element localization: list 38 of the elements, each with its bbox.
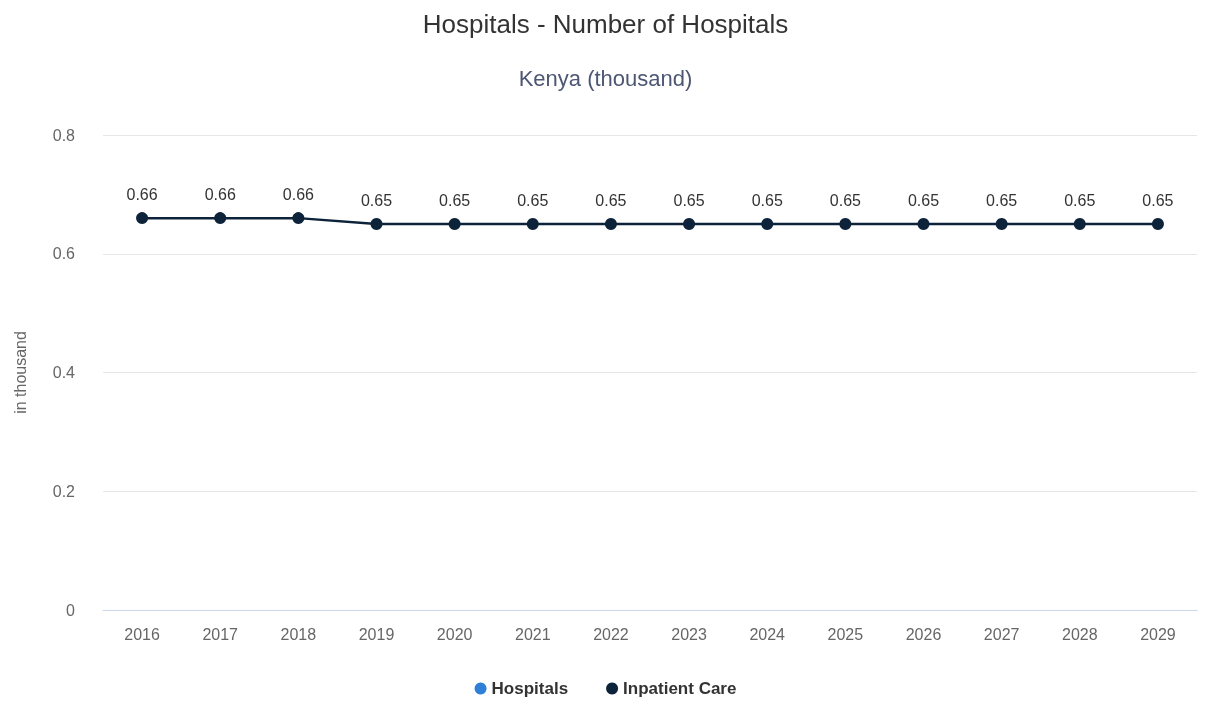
- data-label: 0.65: [673, 191, 705, 209]
- x-tick-label: 2024: [749, 625, 786, 643]
- x-tick-label: 2026: [905, 625, 942, 643]
- legend-label: Hospitals: [491, 679, 569, 698]
- chart-title: Hospitals - Number of Hospitals: [422, 9, 789, 39]
- chart-subtitle: Kenya (thousand): [518, 65, 693, 91]
- data-label: 0.65: [439, 191, 471, 209]
- x-tick-label: 2023: [671, 625, 707, 643]
- x-tick-label: 2016: [124, 625, 160, 643]
- y-tick-label: 0.2: [52, 482, 76, 500]
- x-tick-label: 2017: [202, 625, 239, 643]
- x-tick-label: 2018: [280, 625, 317, 643]
- data-label: 0.65: [751, 191, 783, 209]
- x-tick-label: 2021: [514, 625, 551, 643]
- legend-label: Inpatient Care: [623, 679, 737, 698]
- y-tick-label: 0.4: [52, 364, 76, 381]
- data-label: 0.65: [360, 191, 393, 209]
- data-label: 0.65: [1064, 191, 1096, 209]
- data-label: 0.65: [907, 191, 940, 209]
- data-label: 0.65: [517, 191, 549, 209]
- data-label: 0.65: [1142, 191, 1174, 209]
- y-tick-label: 0.8: [52, 126, 76, 144]
- y-axis-title: in thousand: [11, 331, 29, 414]
- y-tick-label: 0.6: [52, 245, 76, 263]
- data-label: 0.65: [829, 191, 862, 209]
- data-label: 0.66: [282, 185, 315, 203]
- data-label: 0.66: [204, 185, 236, 203]
- y-tick-label: 0: [66, 601, 76, 619]
- x-tick-label: 2019: [358, 625, 395, 643]
- x-tick-label: 2025: [827, 625, 864, 643]
- data-label: 0.65: [595, 191, 627, 209]
- x-tick-label: 2020: [436, 625, 473, 643]
- data-label: 0.65: [986, 191, 1018, 209]
- x-tick-label: 2028: [1061, 625, 1098, 643]
- x-tick-label: 2027: [983, 625, 1020, 643]
- data-label: 0.66: [126, 185, 158, 203]
- x-tick-label: 2022: [593, 625, 629, 643]
- x-tick-label: 2029: [1140, 625, 1176, 643]
